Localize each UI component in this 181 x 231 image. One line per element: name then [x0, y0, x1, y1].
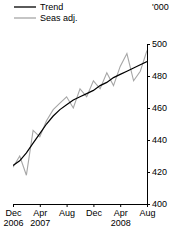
y-tick-label: 500	[152, 39, 167, 49]
y-tick-mark	[147, 140, 150, 141]
x-tick-label: Apr2007	[30, 208, 50, 228]
x-tick-label-part: Dec	[86, 208, 103, 218]
x-tick-mark	[147, 204, 148, 207]
x-axis-line	[14, 205, 148, 208]
x-tick-label-part: Dec	[5, 208, 22, 218]
y-tick: 420	[147, 167, 167, 177]
x-tick: Apr2007	[30, 204, 50, 228]
y-tick: 460	[147, 103, 167, 113]
x-tick-label-part: Aug	[59, 208, 75, 218]
x-tick: Dec	[86, 204, 103, 218]
y-tick-label: 480	[152, 71, 167, 81]
x-tick-label-part: Apr	[114, 208, 128, 218]
y-label: '000	[152, 2, 169, 12]
x-tick-label: Apr2008	[111, 208, 131, 228]
x-tick-label: Aug	[59, 208, 75, 218]
x-tick-label-part: 2008	[111, 218, 131, 228]
chart: 400420440460480500'000Dec2006Apr2007AugD…	[0, 0, 181, 231]
x-tick: Dec2006	[3, 204, 23, 228]
y-tick-label: 440	[152, 135, 167, 145]
y-tick: 440	[147, 135, 167, 145]
x-tick-label-part: 2007	[30, 218, 50, 228]
y-tick-mark	[147, 172, 150, 173]
legend-swatch	[14, 17, 36, 18]
x-tick-label: Dec2006	[3, 208, 23, 228]
y-tick-mark	[147, 76, 150, 77]
y-tick-mark	[147, 108, 150, 109]
y-tick-label: 420	[152, 167, 167, 177]
x-tick: Aug	[139, 204, 155, 218]
x-tick-label: Aug	[139, 208, 155, 218]
y-axis: 400420440460480500	[147, 39, 167, 209]
x-axis: Dec2006Apr2007AugDecApr2008Aug	[3, 204, 155, 228]
x-tick-mark	[40, 204, 41, 207]
plot-area	[13, 50, 147, 175]
legend-swatch	[14, 6, 36, 7]
y-tick: 500	[147, 39, 167, 49]
legend: TrendSeas adj.	[14, 2, 78, 23]
y-tick: 480	[147, 71, 167, 81]
series-line	[13, 50, 147, 175]
y-tick-mark	[147, 44, 150, 45]
x-tick-label: Dec	[86, 208, 103, 218]
y-tick-label: 460	[152, 103, 167, 113]
x-tick: Apr2008	[111, 204, 131, 228]
legend-label: Trend	[40, 2, 63, 12]
series-line	[13, 62, 147, 166]
x-tick-mark	[13, 204, 14, 207]
x-tick-mark	[67, 204, 68, 207]
x-tick-label-part: 2006	[3, 218, 23, 228]
x-tick-label-part: Aug	[139, 208, 155, 218]
x-tick: Aug	[59, 204, 75, 218]
legend-label: Seas adj.	[40, 13, 78, 23]
x-tick-label-part: Apr	[33, 208, 47, 218]
x-tick-mark	[120, 204, 121, 207]
x-tick-mark	[93, 204, 94, 207]
y-axis-line	[148, 45, 151, 205]
